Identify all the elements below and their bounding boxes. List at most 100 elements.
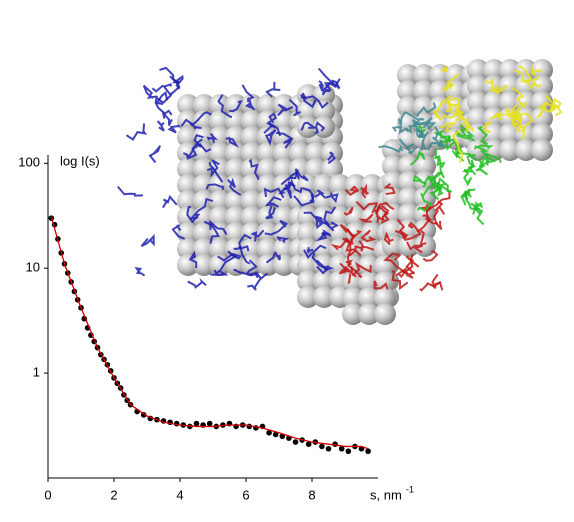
y-axis-label: log I(s) (60, 153, 100, 168)
residue (265, 81, 281, 98)
residue (148, 145, 161, 164)
residue (343, 206, 354, 216)
sphere (225, 110, 247, 132)
sphere (273, 238, 295, 260)
sphere (429, 112, 451, 134)
residue (494, 84, 508, 95)
sphere (483, 91, 505, 113)
residue (355, 200, 378, 214)
residue (391, 269, 409, 291)
residue (208, 161, 224, 183)
residue (484, 77, 495, 92)
residue (455, 104, 465, 122)
sphere (257, 94, 279, 116)
residue (459, 124, 476, 142)
residue (188, 250, 198, 269)
data-point (272, 431, 279, 438)
residue (462, 188, 471, 204)
sphere (397, 96, 419, 118)
sphere (483, 123, 505, 145)
sphere (177, 190, 199, 212)
sphere (225, 174, 247, 196)
residue (422, 250, 439, 262)
residue (429, 185, 451, 201)
residue (477, 146, 497, 164)
sphere (193, 142, 215, 164)
data-point (206, 420, 213, 427)
residue (265, 251, 281, 264)
residue (407, 221, 422, 236)
x-axis-label: s, nm (370, 487, 402, 502)
sphere (209, 206, 231, 228)
residue (436, 110, 457, 121)
sphere (531, 139, 553, 161)
sphere (358, 303, 380, 325)
residue (182, 147, 198, 160)
residue (539, 97, 562, 110)
sphere (241, 110, 263, 132)
residue (530, 66, 543, 77)
residue (360, 183, 370, 199)
residue (125, 123, 148, 141)
residue (302, 187, 315, 202)
sphere (193, 94, 215, 116)
residue (433, 209, 443, 231)
data-point (305, 441, 312, 447)
residue (399, 229, 421, 242)
residue (154, 95, 173, 116)
residue (415, 126, 430, 139)
residue (445, 97, 461, 113)
sphere (313, 100, 335, 122)
sphere (499, 139, 521, 161)
sphere (273, 158, 295, 180)
sphere (193, 254, 215, 276)
sphere (313, 238, 335, 260)
sphere (177, 126, 199, 148)
sphere (398, 203, 420, 225)
sphere (225, 190, 247, 212)
residue (263, 187, 285, 199)
residue (416, 192, 433, 213)
sphere (358, 239, 380, 261)
residue (247, 271, 262, 279)
residue (250, 229, 265, 242)
residue (303, 211, 323, 230)
residue (412, 174, 427, 188)
sphere (414, 155, 436, 177)
sphere (358, 287, 380, 309)
residue (264, 219, 289, 236)
sphere (177, 174, 199, 196)
residue (217, 94, 233, 119)
sphere (209, 110, 231, 132)
sphere (177, 158, 199, 180)
sphere (467, 107, 489, 129)
residue (265, 205, 276, 220)
residue (412, 116, 425, 127)
x-tick-label: 2 (110, 487, 117, 502)
data-point (338, 445, 345, 452)
residue (315, 229, 330, 242)
residue (325, 192, 339, 204)
residue (225, 136, 240, 148)
sphere (361, 222, 383, 244)
residue (380, 204, 390, 224)
residue (233, 245, 251, 265)
residue (275, 131, 294, 149)
residue (321, 82, 332, 96)
residue (348, 245, 364, 257)
residue (480, 151, 502, 164)
sphere (241, 238, 263, 260)
sphere (297, 286, 319, 308)
residue (391, 125, 409, 135)
residue (346, 228, 363, 239)
sphere (345, 222, 367, 244)
residue (420, 134, 427, 152)
sphere (329, 206, 351, 228)
residue (468, 202, 479, 211)
residue (217, 253, 242, 262)
sphere (193, 110, 215, 132)
sphere (241, 206, 263, 228)
residue (433, 154, 445, 179)
sphere (225, 158, 247, 180)
y-tick-label: 100 (18, 155, 40, 170)
